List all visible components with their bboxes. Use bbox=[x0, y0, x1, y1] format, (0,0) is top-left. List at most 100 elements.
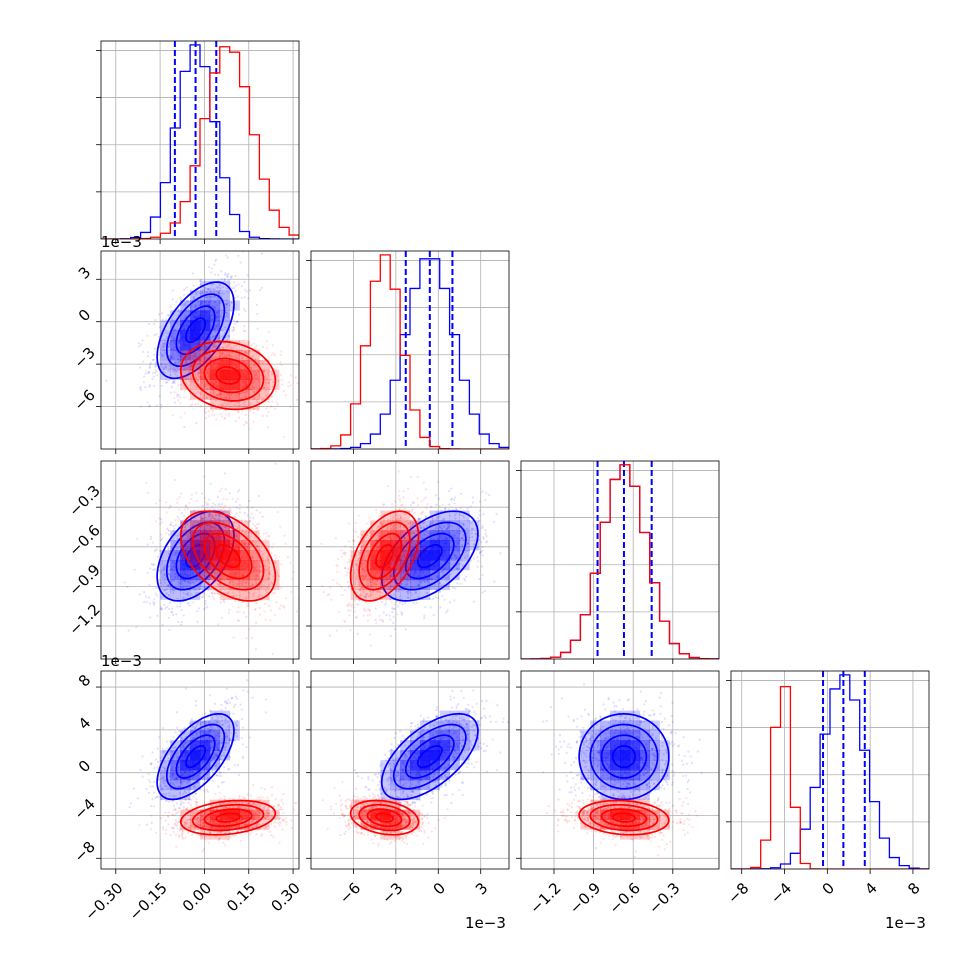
sample-point bbox=[190, 355, 193, 358]
sample-point bbox=[221, 352, 224, 355]
sample-point bbox=[267, 371, 270, 374]
sample-point bbox=[183, 303, 187, 306]
sample-point bbox=[215, 258, 218, 261]
sample-point bbox=[216, 508, 220, 512]
sample-point bbox=[183, 573, 186, 576]
sample-point bbox=[270, 371, 273, 374]
sample-point bbox=[465, 575, 468, 578]
density-bin bbox=[249, 379, 260, 390]
sample-point bbox=[417, 517, 421, 520]
sample-point bbox=[235, 357, 238, 361]
sample-point bbox=[268, 570, 271, 574]
sample-point bbox=[196, 290, 199, 293]
sample-point bbox=[168, 601, 171, 604]
sample-point bbox=[254, 608, 257, 611]
sample-point bbox=[372, 583, 375, 586]
sample-point bbox=[267, 558, 270, 561]
sample-point bbox=[262, 370, 266, 373]
sample-point bbox=[442, 570, 445, 573]
contour-blue bbox=[185, 317, 207, 344]
sample-point bbox=[192, 520, 195, 524]
sample-point bbox=[241, 584, 244, 587]
sample-point bbox=[359, 548, 362, 552]
sample-point bbox=[269, 609, 273, 612]
sample-point bbox=[237, 490, 240, 493]
sample-point bbox=[231, 346, 234, 350]
sample-point bbox=[214, 513, 217, 517]
sample-point bbox=[255, 544, 258, 548]
sample-point bbox=[159, 363, 163, 366]
sample-point bbox=[194, 403, 197, 406]
sample-point bbox=[226, 291, 229, 294]
sample-point bbox=[182, 514, 186, 517]
sample-point bbox=[253, 390, 256, 393]
density-bin bbox=[229, 369, 240, 380]
sample-point bbox=[453, 502, 456, 505]
sample-point bbox=[214, 514, 218, 517]
sample-point bbox=[245, 391, 248, 394]
sample-point bbox=[284, 597, 287, 600]
sample-point bbox=[176, 534, 179, 537]
sample-point bbox=[186, 299, 189, 303]
sample-point bbox=[439, 606, 442, 609]
sample-point bbox=[219, 593, 222, 596]
sample-point bbox=[204, 575, 207, 578]
sample-point bbox=[186, 536, 189, 539]
sample-point bbox=[229, 518, 232, 521]
sample-point bbox=[203, 384, 207, 388]
sample-point bbox=[249, 409, 252, 413]
sample-point bbox=[217, 623, 220, 626]
sample-point bbox=[225, 314, 228, 317]
sample-point bbox=[210, 271, 213, 274]
sample-point bbox=[429, 521, 433, 524]
sample-point bbox=[453, 514, 457, 517]
sample-point bbox=[246, 521, 250, 524]
sample-point bbox=[146, 334, 149, 337]
sample-point bbox=[206, 562, 209, 566]
sample-point bbox=[459, 513, 462, 516]
sample-point bbox=[226, 339, 229, 342]
sample-point bbox=[220, 616, 223, 619]
sample-point bbox=[225, 302, 228, 305]
sample-point bbox=[211, 506, 214, 509]
sample-point bbox=[400, 611, 403, 614]
sample-point bbox=[219, 350, 222, 353]
sample-point bbox=[174, 519, 177, 522]
sample-point bbox=[230, 301, 233, 304]
sample-point bbox=[252, 595, 256, 598]
sample-point bbox=[184, 537, 187, 540]
sample-point bbox=[384, 602, 387, 605]
sample-point bbox=[160, 362, 163, 366]
sample-point bbox=[235, 401, 238, 404]
sample-point bbox=[447, 585, 450, 588]
sample-point bbox=[193, 524, 196, 527]
density-bin bbox=[209, 359, 221, 371]
density-bin bbox=[160, 560, 171, 571]
sample-point bbox=[207, 578, 210, 581]
sample-point bbox=[234, 296, 237, 299]
sample-point bbox=[175, 613, 178, 616]
sample-point bbox=[182, 614, 185, 617]
sample-point bbox=[184, 505, 187, 508]
sample-point bbox=[241, 357, 244, 360]
sample-point bbox=[193, 305, 196, 309]
sample-point bbox=[161, 365, 164, 368]
sample-point bbox=[231, 287, 234, 290]
sample-point bbox=[438, 497, 441, 500]
sample-point bbox=[168, 572, 171, 576]
sample-point bbox=[392, 607, 395, 610]
sample-point bbox=[264, 603, 267, 606]
sample-point bbox=[260, 399, 263, 402]
density-bin bbox=[239, 379, 250, 390]
sample-point bbox=[140, 388, 143, 391]
sample-point bbox=[198, 279, 202, 283]
sample-point bbox=[228, 581, 231, 585]
sample-point bbox=[241, 528, 244, 531]
density-bin bbox=[200, 510, 211, 521]
sample-point bbox=[250, 394, 253, 397]
sample-point bbox=[205, 296, 209, 299]
sample-point bbox=[195, 491, 198, 494]
sample-point bbox=[288, 381, 291, 384]
sample-point bbox=[426, 503, 429, 506]
sample-point bbox=[226, 275, 229, 278]
